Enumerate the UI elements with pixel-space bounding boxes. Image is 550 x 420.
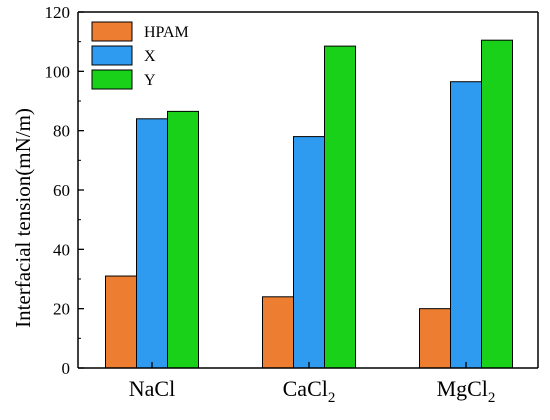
y-tick-label: 0	[62, 359, 71, 378]
bar-x-nacl	[136, 118, 168, 369]
x-tick-label: MgCl2	[437, 376, 496, 406]
y-tick-label: 120	[45, 3, 71, 22]
y-tick-label: 100	[45, 62, 71, 81]
y-tick-label: 80	[53, 122, 70, 141]
plot-area	[105, 39, 513, 369]
y-axis-label: Interfacial tension(mN/m)	[11, 108, 35, 328]
bar-hpam-mgcl	[419, 308, 451, 369]
x-tick-label: CaCl2	[283, 376, 336, 406]
legend-label-x: X	[144, 48, 156, 65]
bar-y-nacl	[167, 110, 199, 369]
y-tick-label: 20	[53, 300, 70, 319]
bar-x-cacl	[293, 136, 325, 369]
bar-hpam-nacl	[105, 275, 137, 369]
legend-swatch-y	[91, 69, 133, 90]
legend-swatch-x	[91, 45, 133, 66]
y-tick-label: 40	[53, 240, 70, 259]
bar-x-mgcl	[450, 81, 482, 369]
bar-hpam-cacl	[262, 296, 294, 369]
y-tick-label: 60	[53, 181, 70, 200]
legend-label-hpam: HPAM	[144, 24, 189, 41]
axes: 0 20 40 60 80 100 120 NaCl CaCl2 MgCl2	[45, 3, 539, 406]
bar-y-mgcl	[481, 39, 513, 369]
legend-label-y: Y	[144, 72, 156, 89]
x-tick-label: NaCl	[129, 376, 175, 401]
legend-swatch-hpam	[91, 21, 133, 42]
bar-y-cacl	[324, 45, 356, 369]
legend: HPAM XY	[91, 21, 189, 90]
